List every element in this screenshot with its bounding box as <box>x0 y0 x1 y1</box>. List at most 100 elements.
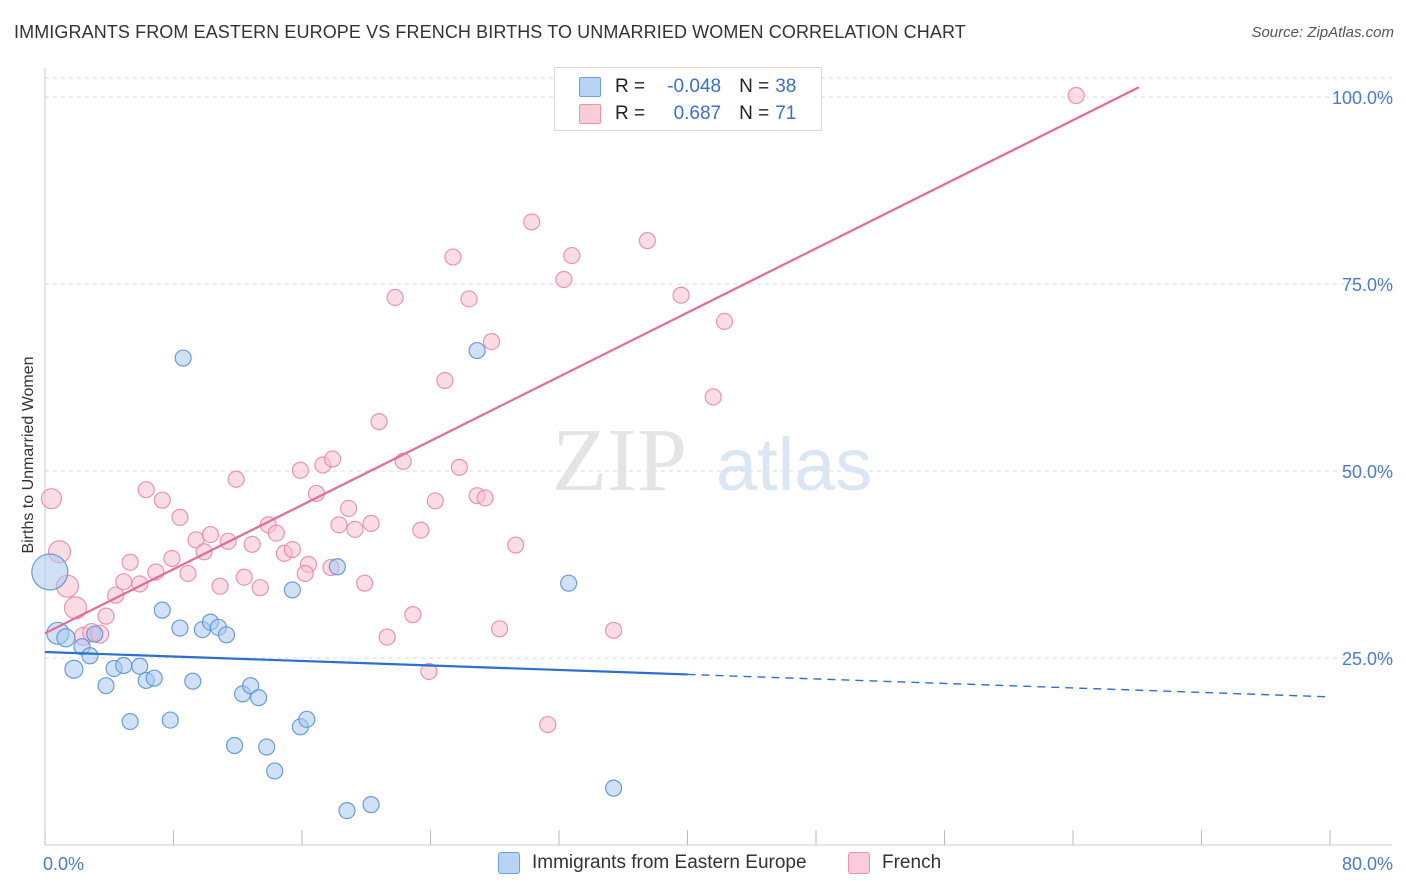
legend-row-french: R = 0.687 N = 71 <box>579 101 796 127</box>
watermark-zip: ZIP <box>552 411 687 510</box>
french-point <box>243 535 261 553</box>
french-point <box>362 514 380 532</box>
eastern-europe-point <box>605 779 623 797</box>
eastern-europe-trend-extension <box>687 673 1331 698</box>
french-point <box>283 540 301 559</box>
french-point <box>356 574 374 592</box>
french-point <box>460 290 478 308</box>
french-point <box>605 621 623 639</box>
french-point <box>291 461 309 479</box>
eastern-europe-point <box>161 711 179 729</box>
legend-n-value: 38 <box>775 76 797 97</box>
french-point <box>555 270 573 289</box>
legend-r-label: R = <box>615 76 646 97</box>
french-point <box>476 489 494 507</box>
legend-n-label: N = <box>739 76 770 97</box>
french-point <box>563 246 581 265</box>
french-point <box>201 525 220 544</box>
eastern-europe-point <box>266 762 284 780</box>
bottom-legend-swatch-pink <box>848 852 870 874</box>
eastern-europe-point <box>121 712 139 731</box>
french-point <box>539 715 557 734</box>
y-tick-label: 50.0% <box>1342 462 1393 482</box>
trend-lines <box>44 86 1331 698</box>
eastern-europe-point <box>153 601 171 619</box>
french-point <box>323 450 342 468</box>
french-point <box>137 481 155 499</box>
eastern-europe-point <box>468 341 486 360</box>
french-point <box>444 248 462 266</box>
french-point <box>171 508 189 526</box>
bottom-legend-french: French <box>848 852 941 874</box>
eastern-europe-point <box>171 619 189 637</box>
french-point <box>704 388 722 406</box>
french-point <box>339 499 358 517</box>
french-point <box>482 332 501 351</box>
eastern-europe-point <box>86 625 104 643</box>
legend-n-value: 71 <box>775 103 797 124</box>
french-point <box>211 577 229 595</box>
french-point <box>672 286 690 304</box>
eastern-europe-point <box>174 349 192 367</box>
eastern-europe-trend-line <box>44 650 688 676</box>
bottom-legend-label: French <box>882 852 942 873</box>
eastern-europe-point <box>258 738 276 756</box>
french-point <box>420 662 438 681</box>
french-point <box>638 232 656 250</box>
bottom-legend-label: Immigrants from Eastern Europe <box>532 852 807 873</box>
french-point <box>370 413 388 431</box>
french-point <box>1067 86 1085 105</box>
y-tick-label: 100.0% <box>1332 88 1393 108</box>
bottom-legend-swatch-blue <box>498 852 520 874</box>
eastern-europe-point <box>250 689 268 707</box>
eastern-europe-points <box>31 341 623 820</box>
eastern-europe-point <box>225 736 244 755</box>
eastern-europe-point <box>328 558 346 576</box>
french-point <box>40 488 63 510</box>
french-point <box>715 312 734 330</box>
french-point <box>163 549 181 568</box>
bottom-legend-eastern-europe: Immigrants from Eastern Europe <box>498 852 807 874</box>
y-axis-label: Births to Unmarried Women <box>20 356 37 553</box>
french-point <box>426 492 444 510</box>
tick-labels: 25.0% 50.0% 75.0% 100.0% 0.0% 80.0% <box>43 88 1393 874</box>
watermark-atlas: atlas <box>716 423 872 506</box>
french-point <box>346 520 364 538</box>
french-point <box>378 628 396 646</box>
y-tick-label: 25.0% <box>1342 649 1393 669</box>
eastern-europe-point <box>217 626 236 644</box>
legend-n-label: N = <box>739 103 770 124</box>
legend-swatch-pink <box>579 104 601 124</box>
french-point <box>507 536 525 554</box>
legend-row-eastern-europe: R = -0.048 N = 38 <box>579 74 796 100</box>
french-point <box>115 573 133 591</box>
legend-swatch-blue <box>579 77 601 97</box>
correlation-legend: R = -0.048 N = 38 R = 0.687 N = 71 <box>554 67 822 131</box>
french-point <box>330 516 348 534</box>
eastern-europe-point <box>283 581 301 599</box>
eastern-europe-point <box>362 796 380 814</box>
eastern-europe-point <box>64 659 84 679</box>
eastern-europe-point <box>338 801 356 820</box>
french-point <box>251 579 269 597</box>
french-trend-line <box>44 86 1140 635</box>
eastern-europe-point <box>56 628 76 648</box>
watermark: ZIP atlas <box>552 411 872 510</box>
eastern-europe-point <box>31 553 69 591</box>
eastern-europe-point <box>560 574 578 592</box>
french-point <box>97 607 115 625</box>
french-point <box>121 553 139 571</box>
eastern-europe-point <box>184 672 202 690</box>
french-point <box>490 620 509 638</box>
axes <box>44 68 1392 846</box>
french-point <box>179 564 197 583</box>
french-point <box>404 606 422 624</box>
french-point <box>436 371 454 390</box>
eastern-europe-point <box>97 677 115 695</box>
eastern-europe-point <box>298 710 316 728</box>
y-tick-label: 75.0% <box>1342 275 1393 295</box>
eastern-europe-point <box>242 677 260 695</box>
eastern-europe-point <box>115 656 133 675</box>
eastern-europe-point <box>81 647 99 665</box>
